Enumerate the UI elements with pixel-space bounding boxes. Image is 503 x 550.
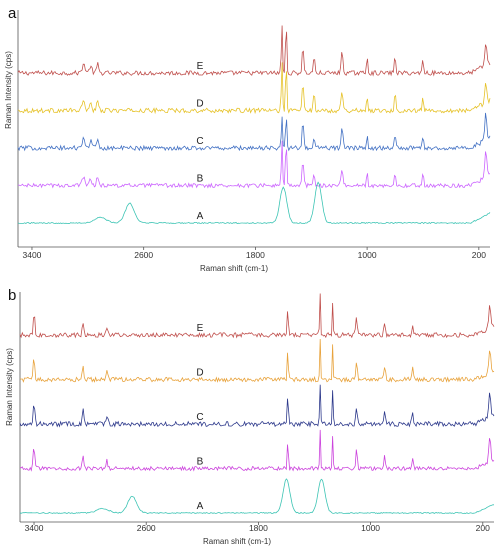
panel-letter: a bbox=[8, 5, 17, 22]
series-label-A: A bbox=[197, 211, 204, 222]
x-tick-label: 2600 bbox=[134, 250, 153, 260]
y-axis-label: Raman Intensity (cps) bbox=[4, 51, 13, 129]
x-tick-label: 200 bbox=[476, 523, 490, 533]
x-tick-label: 1800 bbox=[249, 523, 268, 533]
series-line-C bbox=[17, 112, 491, 152]
series-line-B bbox=[17, 140, 491, 189]
series-label-A: A bbox=[197, 501, 204, 512]
x-tick-label: 2600 bbox=[137, 523, 156, 533]
x-tick-label: 1800 bbox=[246, 250, 265, 260]
series-label-D: D bbox=[196, 99, 203, 110]
series-label-B: B bbox=[197, 174, 204, 185]
series-label-D: D bbox=[196, 368, 203, 379]
series-line-E bbox=[17, 25, 491, 77]
series-label-C: C bbox=[196, 412, 203, 423]
panel-letter: b bbox=[8, 287, 16, 304]
y-axis-label: Raman Intensity (cps) bbox=[5, 348, 14, 426]
series-line-D bbox=[17, 62, 491, 115]
series-line-C bbox=[19, 384, 495, 428]
panel-b: b Raman Intensity (cps) 3400 2600 1800 1000 20… bbox=[5, 287, 495, 546]
x-tick-label: 200 bbox=[472, 250, 486, 260]
series-line-B bbox=[20, 429, 495, 472]
series-line-E bbox=[19, 293, 495, 339]
x-tick-label: 3400 bbox=[25, 523, 44, 533]
series-label-B: B bbox=[197, 457, 204, 468]
x-tick-label: 3400 bbox=[23, 250, 42, 260]
series-line-A bbox=[17, 181, 491, 225]
x-axis-label: Raman shift (cm-1) bbox=[203, 537, 271, 546]
x-tick-label: 1000 bbox=[361, 523, 380, 533]
x-tick-label: 1000 bbox=[358, 250, 377, 260]
series-line-A bbox=[19, 478, 494, 514]
series-label-E: E bbox=[197, 61, 204, 72]
series-label-E: E bbox=[197, 323, 204, 334]
series-line-D bbox=[19, 338, 495, 383]
panel-a: a Raman Intensity (cps) 3400 2600 1800 1000 20… bbox=[4, 5, 491, 273]
series-label-C: C bbox=[196, 136, 203, 147]
x-axis-label: Raman shift (cm-1) bbox=[200, 264, 268, 273]
